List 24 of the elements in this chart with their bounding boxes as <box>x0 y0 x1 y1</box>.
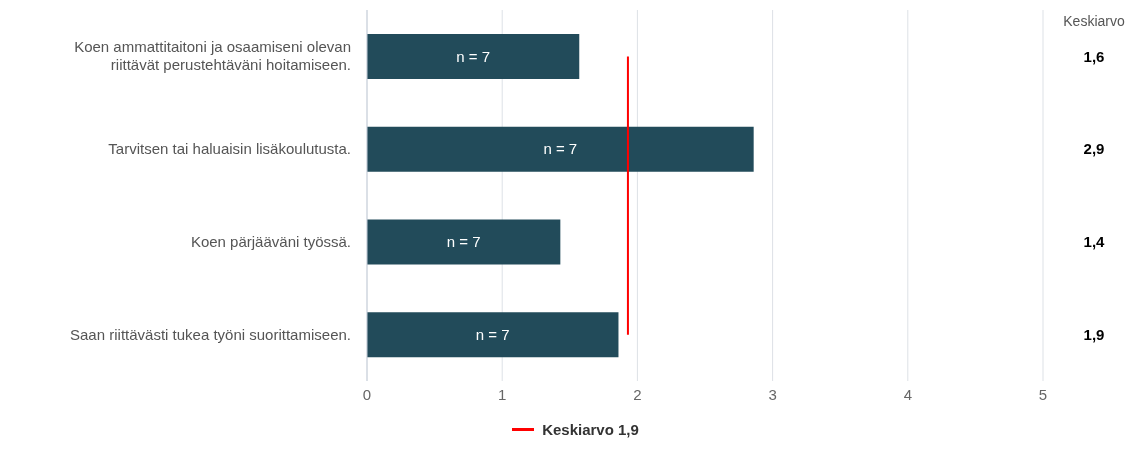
x-tick-label: 2 <box>633 385 642 403</box>
x-tick-label: 5 <box>1038 385 1048 403</box>
x-tick-label: 3 <box>768 385 777 403</box>
bar <box>367 34 580 80</box>
bar <box>367 219 561 265</box>
y-tick-label: Koen pärjääväni työssä. <box>190 232 351 250</box>
y-tick-label: Saan riittävästi tukea työni suorittamiseen. <box>70 325 351 343</box>
annotation: n = 7 <box>543 140 578 158</box>
bar <box>367 126 754 172</box>
x-tick-label: 0 <box>362 385 372 403</box>
x-tick-label: 1 <box>498 385 507 403</box>
legend-label: Keskiarvo 1,9 <box>541 421 639 438</box>
data-label: 1,6 <box>1083 47 1105 65</box>
annotation: n = 7 <box>475 325 510 343</box>
bar <box>367 312 619 358</box>
annotation: n = 7 <box>456 47 491 65</box>
y-tick-label: Tarvitsen tai haluaisin lisäkoulutusta. <box>108 140 351 158</box>
y-tick-label: Koen ammattitaitoni ja osaamiseni olevan riittävät perustehtäväni hoitamiseen. <box>74 38 351 74</box>
x-tick-label: 4 <box>903 385 912 403</box>
y2-axis-title: Keskiarvo <box>1063 13 1125 29</box>
data-label: 2,9 <box>1083 140 1105 158</box>
data-label: 1,4 <box>1083 233 1106 251</box>
data-label: 1,9 <box>1083 325 1105 343</box>
annotation: n = 7 <box>446 233 481 251</box>
